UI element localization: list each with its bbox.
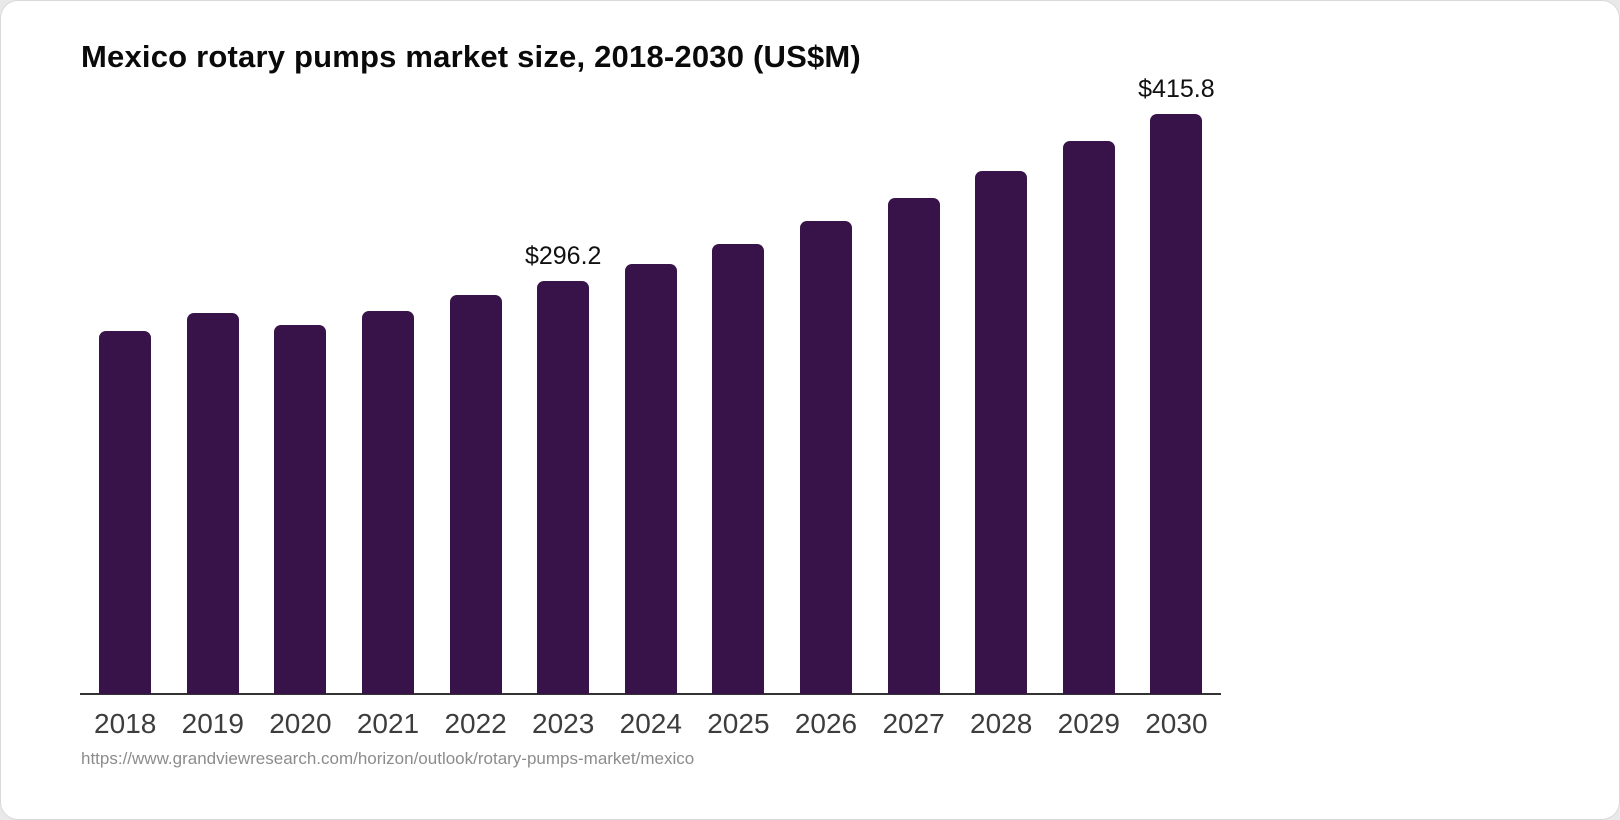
x-tick-2022: 2022 (444, 708, 507, 739)
bar-2030 (1150, 114, 1203, 694)
bar-2020 (274, 325, 327, 694)
x-tick-2029: 2029 (1057, 708, 1120, 739)
bar-2018 (99, 330, 152, 694)
bar-2027 (887, 198, 940, 694)
bar-2021 (362, 310, 414, 694)
bar-2019 (186, 313, 239, 694)
bar-2029 (1062, 140, 1115, 694)
bar-2023 (537, 280, 590, 694)
x-tick-2020: 2020 (269, 708, 332, 739)
x-tick-2018: 2018 (94, 708, 157, 739)
bar-value-label-2030: $415.8 (1138, 75, 1215, 103)
x-tick-2025: 2025 (707, 708, 770, 739)
x-tick-2027: 2027 (882, 708, 945, 739)
x-tick-2019: 2019 (181, 708, 244, 739)
x-axis-line (80, 693, 1221, 695)
bar-2022 (449, 295, 502, 694)
bar-2024 (624, 264, 677, 694)
x-tick-2021: 2021 (356, 708, 420, 739)
x-tick-2023: 2023 (532, 708, 595, 739)
bar-2026 (800, 221, 852, 694)
bar-value-label-2023: $296.2 (524, 241, 602, 270)
x-tick-2024: 2024 (619, 708, 682, 739)
x-tick-2030: 2030 (1145, 708, 1208, 739)
plot-area: 2018 2019 2020 2021 2022 2023 $296.2 2024 2025 20… (80, 74, 1221, 739)
bar-2028 (975, 171, 1028, 694)
x-tick-2026: 2026 (794, 708, 858, 739)
source-url: https://www.grandviewresearch.com/horizo… (81, 749, 695, 768)
x-tick-2028: 2028 (970, 708, 1033, 739)
bar-2025 (712, 243, 765, 694)
chart-title: Mexico rotary pumps market size, 2018-20… (81, 39, 861, 74)
